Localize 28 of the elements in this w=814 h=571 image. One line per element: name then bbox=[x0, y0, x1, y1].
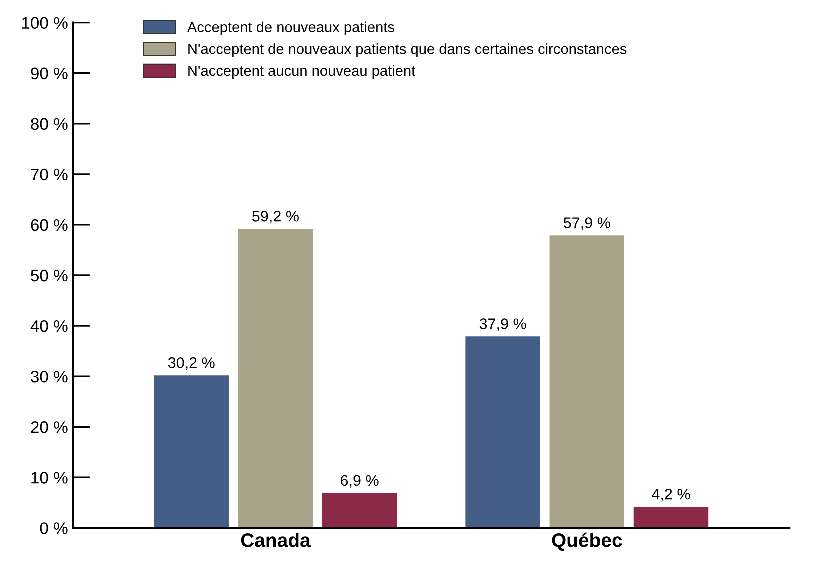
data-label: 59,2 % bbox=[252, 211, 299, 224]
bar bbox=[466, 336, 540, 528]
y-tick-label: 60 % bbox=[31, 219, 68, 232]
data-label: 57,9 % bbox=[564, 218, 610, 230]
bar bbox=[154, 376, 229, 528]
y-tick-label: 30 % bbox=[31, 370, 68, 383]
data-label: 6,9 % bbox=[341, 475, 379, 488]
y-tick-label: 40 % bbox=[30, 320, 68, 332]
data-label: 4,2 % bbox=[652, 488, 690, 502]
x-tick-label: Québec bbox=[552, 532, 622, 551]
y-tick-label: 90 % bbox=[31, 68, 68, 80]
y-tick-label: 50 % bbox=[31, 270, 68, 282]
legend-label: N'acceptent aucun nouveau patient bbox=[188, 65, 416, 80]
y-tick-label: 0 % bbox=[40, 522, 68, 534]
data-label: 37,9 % bbox=[480, 318, 526, 332]
y-tick-label: 80 % bbox=[31, 118, 68, 130]
x-tick-label: Canada bbox=[241, 533, 311, 548]
bar bbox=[550, 236, 625, 528]
y-tick-label: 100 % bbox=[22, 17, 68, 30]
y-tick-label: 10 % bbox=[32, 472, 68, 484]
legend-label: Acceptent de nouveaux patients bbox=[187, 22, 394, 36]
bar bbox=[634, 506, 709, 528]
y-tick-label: 70 % bbox=[31, 168, 68, 181]
legend-label: N'acceptent de nouveaux patients que dans certaines circonstances bbox=[188, 44, 627, 58]
bar bbox=[322, 493, 398, 528]
bar bbox=[238, 229, 314, 528]
y-tick-label: 20 % bbox=[31, 422, 68, 434]
data-label: 30,2 % bbox=[168, 358, 215, 370]
